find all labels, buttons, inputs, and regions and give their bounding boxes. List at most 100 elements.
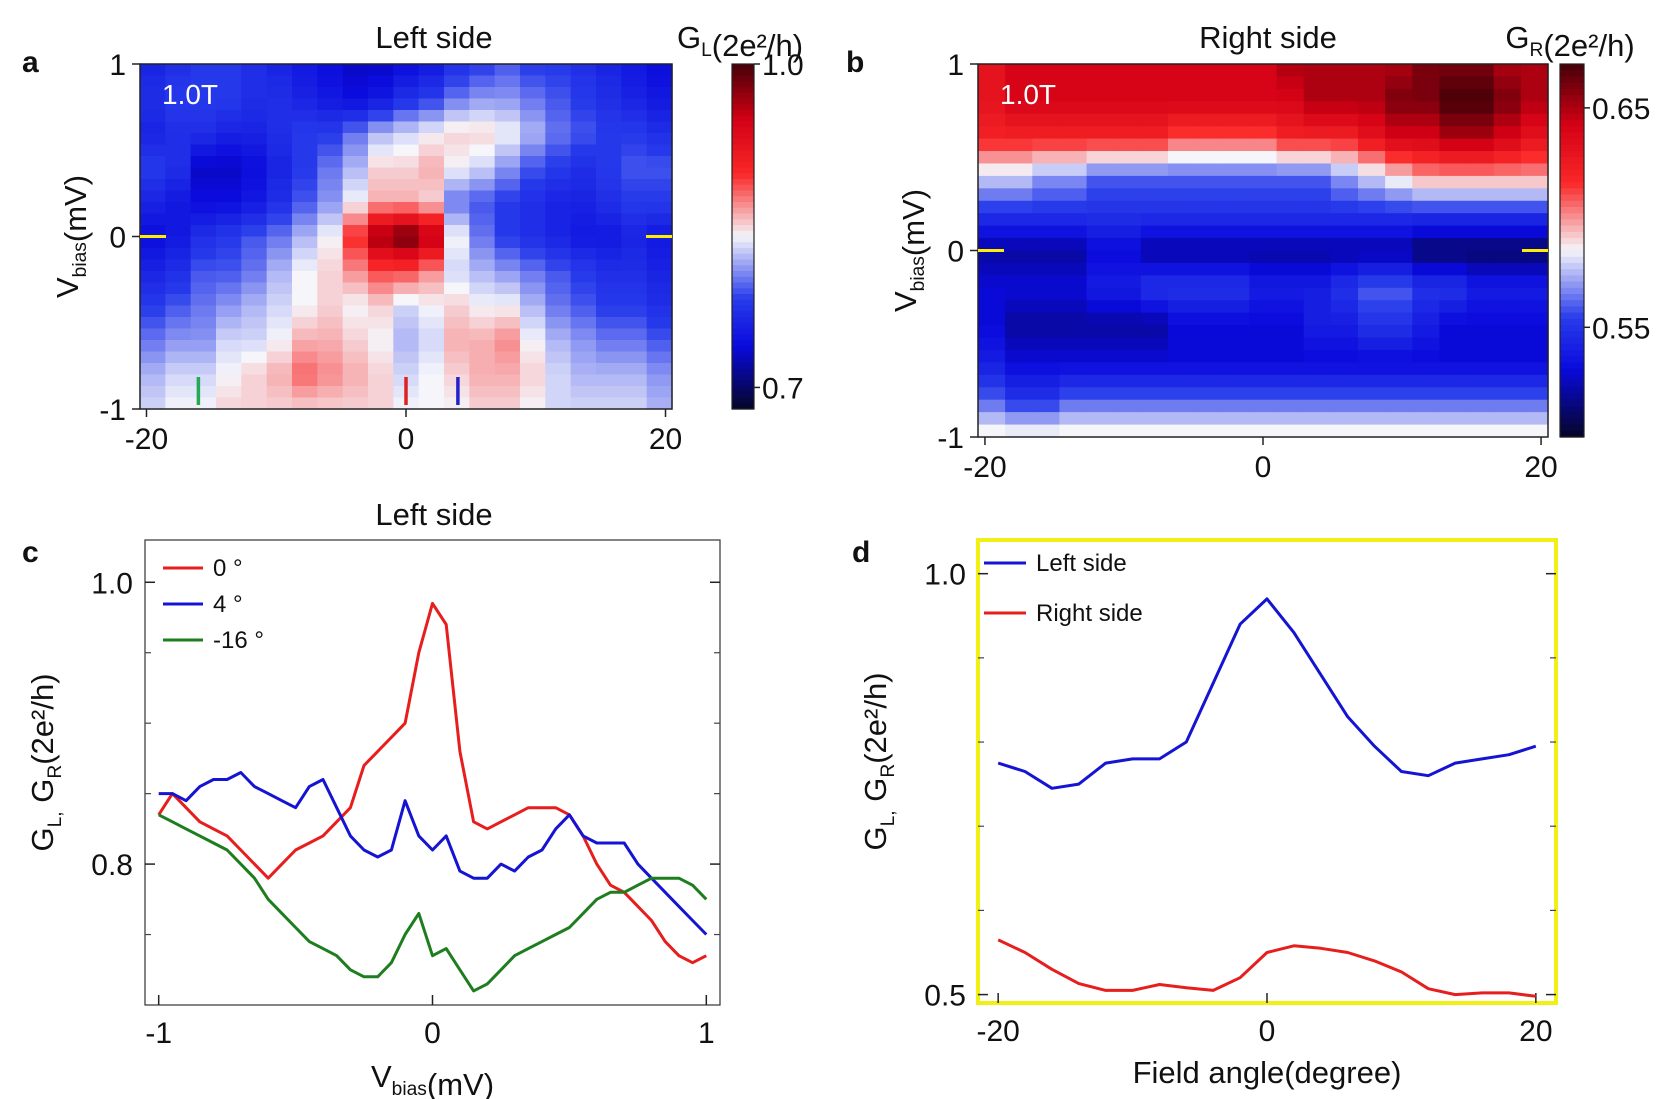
heatmap-cell-a bbox=[216, 225, 242, 238]
heatmap-cell-a bbox=[165, 75, 192, 88]
heatmap-cell-b bbox=[1032, 64, 1061, 78]
heatmap-cell-b bbox=[1276, 275, 1305, 289]
heatmap-cell-a bbox=[241, 190, 268, 203]
heatmap-cell-a bbox=[216, 190, 242, 203]
heatmap-cell-b bbox=[1249, 424, 1278, 438]
heatmap-cell-b bbox=[1439, 362, 1468, 376]
heatmap-cell-a bbox=[570, 213, 597, 226]
heatmap-cell-a bbox=[621, 305, 648, 318]
heatmap-cell-b bbox=[1059, 238, 1088, 252]
heatmap-cell-a bbox=[216, 248, 242, 261]
heatmap-cell-b bbox=[1276, 126, 1305, 140]
heatmap-cell-a bbox=[621, 259, 648, 272]
heatmap-cell-b bbox=[1059, 200, 1088, 214]
heatmap-cell-a bbox=[545, 179, 572, 192]
heatmap-cell-b bbox=[1032, 262, 1061, 276]
heatmap-cell-b bbox=[1086, 337, 1115, 351]
heatmap-cell-b bbox=[1303, 76, 1332, 90]
heatmap-cell-b bbox=[1222, 138, 1251, 152]
y-tick-label-b: -1 bbox=[937, 422, 964, 455]
heatmap-cell-b bbox=[978, 101, 1006, 115]
heatmap-cell-b bbox=[1222, 312, 1251, 326]
heatmap-cell-a bbox=[570, 202, 597, 215]
heatmap-cell-b bbox=[1086, 151, 1115, 165]
heatmap-cell-b bbox=[1466, 399, 1495, 413]
heatmap-cell-b bbox=[1140, 175, 1169, 189]
heatmap-cell-a bbox=[266, 213, 293, 226]
heatmap-cell-a bbox=[216, 202, 242, 215]
heatmap-cell-b bbox=[1385, 412, 1413, 426]
heatmap-cell-a bbox=[596, 133, 622, 146]
heatmap-cell-a bbox=[368, 167, 394, 180]
heatmap-cell-b bbox=[1330, 88, 1359, 102]
heatmap-cell-b bbox=[1195, 200, 1223, 214]
heatmap-cell-a bbox=[469, 179, 496, 192]
heatmap-cell-b bbox=[1168, 151, 1196, 165]
heatmap-cell-b bbox=[1222, 275, 1251, 289]
heatmap-cell-b bbox=[1005, 175, 1033, 189]
heatmap-cell-b bbox=[1385, 287, 1413, 301]
heatmap-cell-a bbox=[494, 305, 521, 318]
heatmap-cell-b bbox=[1358, 88, 1386, 102]
heatmap-cell-a bbox=[646, 374, 673, 387]
heatmap-cell-a bbox=[469, 294, 496, 307]
heatmap-cell-a bbox=[266, 386, 293, 399]
heatmap-cell-b bbox=[1005, 101, 1033, 115]
colorbar-swatch-a bbox=[732, 322, 754, 330]
heatmap-cell-b bbox=[1249, 362, 1278, 376]
heatmap-cell-b bbox=[1195, 312, 1223, 326]
heatmap-cell-b bbox=[1222, 300, 1251, 314]
heatmap-cell-a bbox=[292, 213, 318, 226]
heatmap-cell-b bbox=[1412, 64, 1441, 78]
heatmap-cell-b bbox=[1385, 275, 1413, 289]
heatmap-cell-b bbox=[1439, 287, 1468, 301]
colorbar-swatch-b bbox=[1560, 368, 1584, 376]
heatmap-cell-b bbox=[1466, 250, 1495, 264]
colorbar-swatch-a bbox=[732, 81, 754, 88]
heatmap-cell-b bbox=[1140, 188, 1169, 202]
heatmap-cell-b bbox=[1195, 213, 1223, 227]
heatmap-cell-b bbox=[1412, 300, 1441, 314]
heatmap-cell-a bbox=[190, 64, 217, 77]
heatmap-cell-a bbox=[570, 121, 597, 134]
heatmap-cell-b bbox=[1439, 349, 1468, 363]
colorbar-swatch-b bbox=[1560, 312, 1584, 320]
heatmap-cell-a bbox=[646, 317, 673, 330]
heatmap-cell-b bbox=[978, 262, 1006, 276]
heatmap-cell-b bbox=[1032, 225, 1061, 239]
heatmap-cell-b bbox=[1385, 300, 1413, 314]
heatmap-cell-a bbox=[596, 259, 622, 272]
heatmap-cell-b bbox=[1385, 213, 1413, 227]
heatmap-cell-a bbox=[317, 75, 344, 88]
heatmap-cell-b bbox=[1358, 113, 1386, 127]
colorbar-swatch-a bbox=[732, 179, 754, 186]
heatmap-cell-b bbox=[1276, 337, 1305, 351]
heatmap-cell-b bbox=[1005, 200, 1033, 214]
heatmap-cell-a bbox=[317, 259, 344, 272]
heatmap-cell-b bbox=[1385, 225, 1413, 239]
heatmap-cell-a bbox=[165, 363, 192, 376]
heatmap-cell-a bbox=[368, 351, 394, 364]
heatmap-cell-a bbox=[646, 248, 673, 261]
heatmap-cell-a bbox=[190, 110, 217, 123]
heatmap-cell-b bbox=[1168, 138, 1196, 152]
heatmap-cell-a bbox=[190, 305, 217, 318]
heatmap-cell-a bbox=[317, 190, 344, 203]
heatmap-cell-a bbox=[418, 156, 445, 169]
heatmap-cell-b bbox=[1140, 412, 1169, 426]
heatmap-cell-a bbox=[494, 179, 521, 192]
heatmap-cell-b bbox=[1113, 412, 1142, 426]
heatmap-cell-b bbox=[1113, 325, 1142, 339]
heatmap-cell-b bbox=[1195, 262, 1223, 276]
heatmap-cell-b bbox=[1032, 238, 1061, 252]
heatmap-cell-a bbox=[216, 259, 242, 272]
heatmap-cell-b bbox=[1222, 225, 1251, 239]
heatmap-cell-b bbox=[1195, 151, 1223, 165]
heatmap-cell-a bbox=[393, 179, 420, 192]
heatmap-cell-a bbox=[444, 248, 470, 261]
heatmap-cell-b bbox=[1032, 101, 1061, 115]
heatmap-cell-a bbox=[266, 121, 293, 134]
heatmap-cell-a bbox=[216, 156, 242, 169]
x-tick-label-c: 1 bbox=[698, 1017, 715, 1050]
heatmap-cell-a bbox=[292, 363, 318, 376]
